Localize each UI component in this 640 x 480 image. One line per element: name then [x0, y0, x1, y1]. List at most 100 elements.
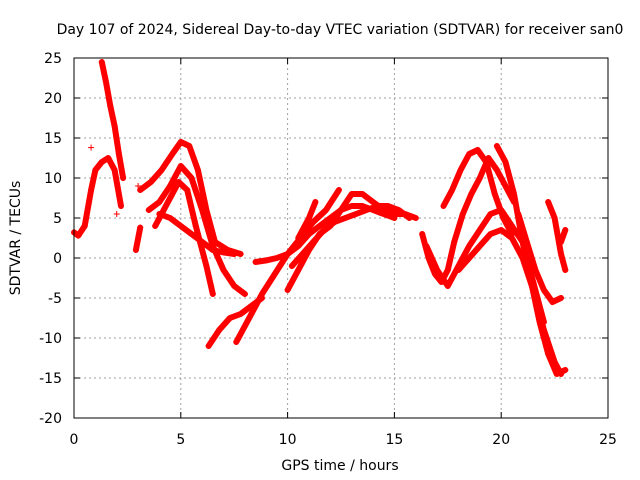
data-point — [295, 267, 302, 273]
data-point — [152, 223, 159, 229]
data-point — [115, 151, 122, 157]
data-point — [226, 315, 233, 321]
data-layer — [71, 59, 569, 377]
data-point — [205, 343, 212, 349]
data-point — [384, 203, 391, 209]
data-point — [352, 211, 359, 217]
data-point — [316, 223, 323, 229]
data-point — [81, 223, 88, 229]
x-tick-label: 25 — [599, 432, 617, 448]
data-point — [111, 167, 118, 173]
data-point — [192, 223, 199, 229]
data-point — [434, 267, 441, 273]
data-point — [186, 143, 193, 149]
data-point — [493, 143, 500, 149]
data-point — [88, 187, 95, 193]
data-point — [312, 199, 319, 205]
y-tick-label: -15 — [39, 371, 62, 387]
data-point — [310, 219, 317, 225]
data-point — [466, 243, 473, 249]
data-point — [511, 191, 518, 197]
series-arc-16 — [440, 147, 515, 237]
x-axis-label: GPS time / hours — [281, 458, 398, 474]
series-arc-20 — [545, 199, 569, 273]
y-tick-label: 10 — [44, 171, 62, 187]
data-point — [476, 227, 483, 233]
data-point — [476, 243, 483, 249]
data-point — [419, 231, 426, 237]
data-point — [188, 231, 195, 237]
data-point — [549, 299, 556, 305]
data-point — [216, 327, 223, 333]
data-point — [540, 287, 547, 293]
y-tick-label: -10 — [39, 331, 62, 347]
data-point — [184, 187, 191, 193]
data-point — [305, 231, 312, 237]
data-point — [487, 211, 494, 217]
data-point — [107, 103, 114, 109]
data-point — [391, 211, 398, 217]
data-point — [209, 247, 216, 253]
data-point — [98, 59, 105, 65]
data-point — [551, 215, 558, 221]
series-arc-21 — [558, 227, 569, 245]
data-point — [491, 191, 498, 197]
data-point — [284, 251, 291, 257]
x-tick-label: 20 — [492, 432, 510, 448]
data-point — [459, 211, 466, 217]
data-point — [457, 167, 464, 173]
data-point — [502, 183, 509, 189]
data-point — [558, 239, 565, 245]
data-point — [508, 235, 515, 241]
data-point — [451, 239, 458, 245]
data-point — [177, 163, 184, 169]
x-tick-label: 10 — [279, 432, 297, 448]
data-point — [502, 159, 509, 165]
data-point — [305, 215, 312, 221]
data-point — [331, 219, 338, 225]
data-point — [440, 203, 447, 209]
data-point — [348, 203, 355, 209]
data-point — [532, 267, 539, 273]
data-point — [263, 257, 270, 264]
data-point — [241, 291, 248, 297]
data-point — [105, 155, 112, 161]
data-point — [299, 251, 306, 257]
data-point — [203, 263, 210, 269]
data-point — [320, 227, 327, 233]
y-tick-label: -5 — [48, 291, 62, 307]
data-point — [483, 159, 490, 165]
data-point — [132, 247, 139, 253]
data-point — [342, 215, 349, 221]
data-point — [295, 235, 302, 241]
data-point — [199, 207, 206, 213]
data-point — [423, 243, 430, 249]
data-point — [395, 207, 402, 213]
isolated-data-point — [135, 183, 142, 189]
data-point — [237, 311, 244, 317]
data-point — [177, 139, 184, 145]
data-point — [444, 283, 451, 289]
data-point — [231, 283, 238, 289]
y-tick-label: 15 — [44, 131, 62, 147]
data-point — [273, 255, 280, 261]
y-tick-label: -20 — [39, 411, 62, 427]
data-point — [103, 79, 110, 85]
y-tick-label: 20 — [44, 91, 62, 107]
data-point — [466, 151, 473, 157]
data-point — [271, 271, 278, 277]
data-point — [545, 199, 552, 205]
data-point — [233, 339, 240, 345]
data-point — [145, 207, 152, 213]
data-point — [562, 367, 569, 373]
series-arc-2 — [98, 59, 127, 181]
series-arc-12 — [288, 203, 413, 269]
data-point — [338, 207, 344, 213]
data-point — [237, 251, 244, 257]
data-point — [528, 279, 535, 285]
data-point — [137, 187, 144, 193]
data-point — [558, 295, 565, 301]
data-point — [348, 191, 355, 197]
data-point — [156, 211, 163, 217]
